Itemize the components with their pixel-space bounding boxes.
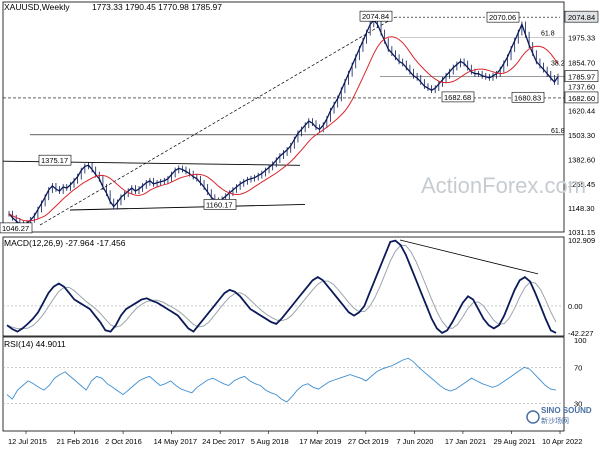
level-label: 2074.84 xyxy=(362,12,389,21)
price-axis-tick: 1382.60 xyxy=(568,156,595,165)
price-tag-box xyxy=(564,91,599,104)
level-label-box xyxy=(38,154,72,166)
level-label: 2070.06 xyxy=(489,13,516,22)
x-axis-tick-label: 17 Jan 2021 xyxy=(445,437,486,446)
price-axis-tick: 1737.60 xyxy=(568,83,595,92)
level-label-box xyxy=(511,91,545,103)
fib-label: 61.8 xyxy=(551,128,565,135)
macd-pane-frame xyxy=(2,236,565,337)
x-axis-tick-label: 7 Jun 2020 xyxy=(396,437,433,446)
level-label-box xyxy=(486,11,520,23)
x-axis-tick-label: 2 Oct 2016 xyxy=(105,437,142,446)
rsi-axis-tick: 100 xyxy=(574,336,587,345)
rsi-label: RSI(14) 44.9011 xyxy=(4,339,66,349)
price-axis-tick: 1620.44 xyxy=(568,107,595,116)
x-axis-tick-label: 17 Mar 2019 xyxy=(299,437,341,446)
x-axis-tick-label: 24 Dec 2017 xyxy=(202,437,245,446)
level-label-box xyxy=(359,10,393,22)
triangle-lower-line xyxy=(69,203,306,211)
x-axis-tick-label: 27 Oct 2019 xyxy=(348,437,389,446)
rally-dashed-line xyxy=(39,16,396,226)
x-axis-tick-label: 21 Feb 2016 xyxy=(57,437,99,446)
x-axis-tick-label: 10 Apr 2022 xyxy=(542,437,582,446)
header-ohlc: 1773.33 1790.45 1770.98 1785.97 xyxy=(92,2,222,12)
macd-axis-tick: 0.00 xyxy=(568,302,583,311)
level-label-box xyxy=(0,222,33,234)
price-tag-box xyxy=(564,70,599,82)
x-axis-tick-label: 14 May 2017 xyxy=(154,437,197,446)
rsi-axis-tick: 70 xyxy=(574,363,582,372)
price-axis-tick: 1854.70 xyxy=(568,58,595,67)
price-tag-box xyxy=(564,10,599,23)
rsi-pane-frame xyxy=(2,336,565,432)
level-label-box xyxy=(203,199,237,210)
level-label: 1375.17 xyxy=(41,156,68,165)
watermark: ActionForex.com xyxy=(421,173,586,198)
macd-trend-line xyxy=(399,239,539,275)
macd-label: MACD(12,26,9) -27.964 -17.456 xyxy=(4,238,126,248)
fib-label: 61.8 xyxy=(541,31,555,38)
price-axis-tick: 1682.60 xyxy=(568,94,595,103)
price-axis-tick: 1031.15 xyxy=(568,228,595,237)
price-axis-tick: 1265.45 xyxy=(568,180,595,189)
macd-signal-line xyxy=(6,245,557,330)
rsi-axis-tick: 30 xyxy=(574,400,582,409)
level-label: 1160.17 xyxy=(206,200,233,209)
price-axis-tick: 2074.84 xyxy=(568,13,595,22)
moving-average-line xyxy=(8,36,559,222)
price-axis-tick: 1148.30 xyxy=(568,204,595,213)
fib-label: 38.2 xyxy=(551,61,565,68)
macd-axis-tick: 102.909 xyxy=(568,236,595,245)
brand-line1: SINO SOUND xyxy=(541,406,592,415)
level-label: 1682.68 xyxy=(444,93,471,102)
level-label: 1680.83 xyxy=(514,93,541,102)
price-axis-tick: 1785.97 xyxy=(568,73,595,82)
header-symbol: XAUUSD,Weekly xyxy=(4,2,70,12)
macd-axis-tick: -42.227 xyxy=(568,329,593,338)
brand-line2: 新沙场网 xyxy=(541,416,569,425)
level-label: 1046.27 xyxy=(2,224,29,233)
macd-line xyxy=(6,239,557,334)
x-axis-tick-label: 5 Aug 2018 xyxy=(251,437,289,446)
level-label-box xyxy=(441,91,475,103)
price-axis-tick: 1975.33 xyxy=(568,34,595,43)
x-axis-tick-label: 12 Jul 2015 xyxy=(8,437,47,446)
rsi-line xyxy=(6,357,557,403)
price-pane-frame xyxy=(2,1,565,233)
price-axis-tick: 1503.30 xyxy=(568,131,595,140)
brand-mark: SINO SOUND 新沙场网 xyxy=(526,406,592,425)
x-axis-tick-label: 29 Aug 2021 xyxy=(493,437,535,446)
